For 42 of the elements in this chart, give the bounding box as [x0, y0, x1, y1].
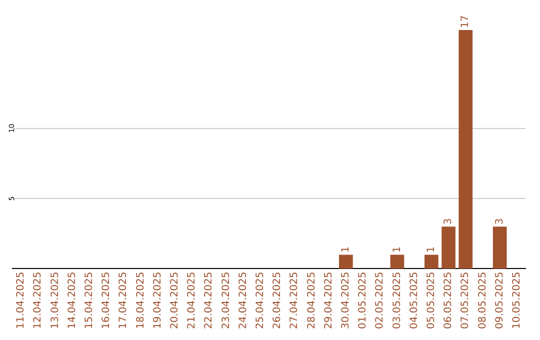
bar	[492, 226, 507, 269]
x-tick-label: 03.05.2025	[392, 272, 403, 330]
x-tick-label: 26.04.2025	[272, 272, 284, 330]
data-label: 1	[392, 246, 403, 253]
x-tick-label: 24.04.2025	[238, 272, 249, 330]
x-tick-label: 08.05.2025	[477, 272, 488, 330]
x-tick-label: 19.04.2025	[152, 272, 164, 330]
x-tick-label: 17.04.2025	[118, 272, 130, 330]
x-tick-label: 01.05.2025	[358, 272, 369, 330]
x-tick-label: 25.04.2025	[255, 272, 266, 330]
x-tick-label: 20.04.2025	[170, 272, 181, 330]
bar	[338, 254, 353, 269]
x-tick-label: 29.04.2025	[323, 272, 334, 330]
x-tick-label: 05.05.2025	[426, 272, 438, 330]
bar	[458, 30, 473, 269]
x-tick-label: 23.04.2025	[220, 272, 232, 330]
x-tick-label: 18.04.2025	[135, 272, 146, 330]
x-tick-label: 13.04.2025	[50, 272, 61, 330]
x-tick-label: 27.04.2025	[289, 272, 300, 330]
x-tick-label: 14.04.2025	[66, 272, 78, 330]
x-tick-label: 10.05.2025	[512, 272, 523, 330]
x-tick-label: 30.04.2025	[340, 272, 352, 330]
x-tick-label: 04.05.2025	[408, 272, 420, 330]
data-label: 17	[460, 15, 472, 28]
data-label: 3	[443, 218, 454, 225]
x-tick-label: 06.05.2025	[443, 272, 454, 330]
x-tick-label: 02.05.2025	[374, 272, 386, 330]
x-tick-label: 21.04.2025	[186, 272, 198, 330]
data-label: 3	[494, 218, 506, 225]
data-label: 1	[340, 246, 352, 253]
x-tick-label: 09.05.2025	[494, 272, 506, 330]
bar	[390, 254, 404, 269]
x-tick-label: 11.04.2025	[16, 272, 27, 330]
bar	[442, 226, 456, 269]
x-tick-label: 28.04.2025	[306, 272, 318, 330]
x-tick-label: 22.04.2025	[204, 272, 215, 330]
x-tick-label: 16.04.2025	[101, 272, 112, 330]
x-tick-label: 07.05.2025	[460, 272, 472, 330]
x-tick-label: 12.04.2025	[32, 272, 44, 330]
x-tick-label: 15.04.2025	[84, 272, 95, 330]
data-label: 1	[426, 246, 438, 253]
bar	[424, 254, 438, 269]
